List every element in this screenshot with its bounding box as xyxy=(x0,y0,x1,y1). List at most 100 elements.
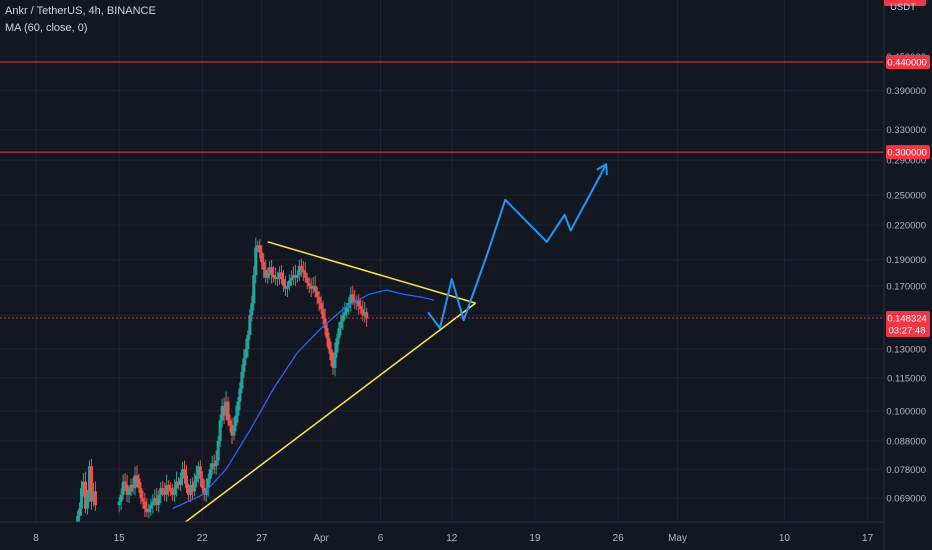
candle-body xyxy=(208,469,212,479)
candle-body xyxy=(246,334,250,350)
candle-body xyxy=(200,478,204,489)
candle-body xyxy=(280,272,284,280)
candle-body xyxy=(133,475,137,489)
candle-body xyxy=(291,275,295,278)
candle-body xyxy=(143,501,147,509)
y-tick-label: 0.100000 xyxy=(886,406,926,417)
candle-body xyxy=(337,328,341,339)
currency-label[interactable]: USDT xyxy=(890,2,916,13)
candle-body xyxy=(303,272,307,278)
candle-body xyxy=(287,280,291,286)
candle-body xyxy=(169,488,173,492)
x-tick-label: 15 xyxy=(114,533,126,544)
candle-body xyxy=(309,285,313,289)
y-tick-label: 0.115000 xyxy=(887,373,926,384)
candle-body xyxy=(351,294,355,301)
price-axis[interactable] xyxy=(884,0,932,550)
candle-body xyxy=(76,515,80,524)
candle-body xyxy=(345,307,349,313)
candle-body xyxy=(361,309,365,316)
candle-body xyxy=(357,300,361,307)
candle-body xyxy=(321,309,325,319)
candle-body xyxy=(131,484,135,489)
triangle-lower-line[interactable] xyxy=(178,302,477,528)
candle-body xyxy=(125,484,129,495)
candle-body xyxy=(285,285,289,289)
candle-body xyxy=(331,360,335,368)
candle-body xyxy=(276,276,280,280)
candle-body xyxy=(240,371,244,389)
candle-body xyxy=(173,488,177,495)
candle-body xyxy=(186,488,190,495)
candle-body xyxy=(123,481,127,485)
candle-body xyxy=(301,269,305,273)
last-price-label: 0.148324 xyxy=(887,314,927,325)
candle-body xyxy=(293,275,297,278)
candle-body xyxy=(188,484,192,495)
projection-path[interactable] xyxy=(427,163,608,330)
candle-body xyxy=(297,265,301,276)
candle-body xyxy=(214,460,218,467)
candle-body xyxy=(311,285,315,289)
y-tick-label: 0.069000 xyxy=(886,494,926,505)
candle-body xyxy=(349,294,353,304)
y-tick-label: 0.390000 xyxy=(886,86,926,97)
candle-body xyxy=(163,491,167,495)
candle-body xyxy=(149,505,153,509)
candle-body xyxy=(248,315,252,335)
candle-body xyxy=(343,312,347,316)
candle-body xyxy=(192,481,196,492)
candle-body xyxy=(268,267,272,273)
candle-body xyxy=(89,466,93,502)
triangle-upper-line[interactable] xyxy=(267,241,476,304)
candle-body xyxy=(119,494,123,502)
candle-body xyxy=(184,475,188,489)
candle-body xyxy=(289,277,293,281)
candle-body xyxy=(315,291,319,298)
candle-body xyxy=(323,318,327,329)
candle-body xyxy=(137,478,141,489)
ma-line xyxy=(172,289,435,510)
candle-body xyxy=(327,338,331,350)
time-axis[interactable] xyxy=(0,522,884,550)
candle-body xyxy=(339,321,343,329)
x-tick-label: Apr xyxy=(313,533,329,544)
candle-body xyxy=(254,247,258,276)
top-price-tag xyxy=(884,0,926,6)
x-tick-label: 17 xyxy=(862,533,874,544)
x-tick-label: 22 xyxy=(197,533,209,544)
x-tick-label: 26 xyxy=(613,533,625,544)
candle-body xyxy=(135,475,139,479)
candle-body xyxy=(256,245,260,248)
candle-body xyxy=(78,508,82,516)
candle-body xyxy=(194,475,198,482)
y-tick-label: 0.088000 xyxy=(886,436,926,447)
candle-body xyxy=(159,488,163,495)
candle-body xyxy=(299,265,303,270)
candle-body xyxy=(127,491,131,495)
candle-body xyxy=(202,488,206,495)
candle-body xyxy=(85,494,89,509)
candle-body xyxy=(151,501,155,506)
candle-countdown-label: 03:27:48 xyxy=(889,326,926,337)
candle-body xyxy=(175,481,179,489)
candle-body xyxy=(155,498,159,506)
projection-arrow-icon xyxy=(596,163,608,176)
candle-body xyxy=(363,312,367,316)
candle-body xyxy=(283,285,287,289)
last-price-tag xyxy=(886,311,930,337)
x-tick-label: 27 xyxy=(256,533,268,544)
x-tick-label: May xyxy=(668,533,687,544)
candle-body xyxy=(325,328,329,339)
candle-body xyxy=(139,488,143,499)
candle-body xyxy=(365,312,369,319)
candle-body xyxy=(250,303,254,316)
candle-body xyxy=(198,466,202,479)
candle-body xyxy=(190,484,194,492)
candle-body xyxy=(230,425,234,436)
candle-body xyxy=(341,315,345,322)
candle-body xyxy=(307,283,311,286)
candle-body xyxy=(80,488,84,509)
candle-body xyxy=(147,508,151,513)
